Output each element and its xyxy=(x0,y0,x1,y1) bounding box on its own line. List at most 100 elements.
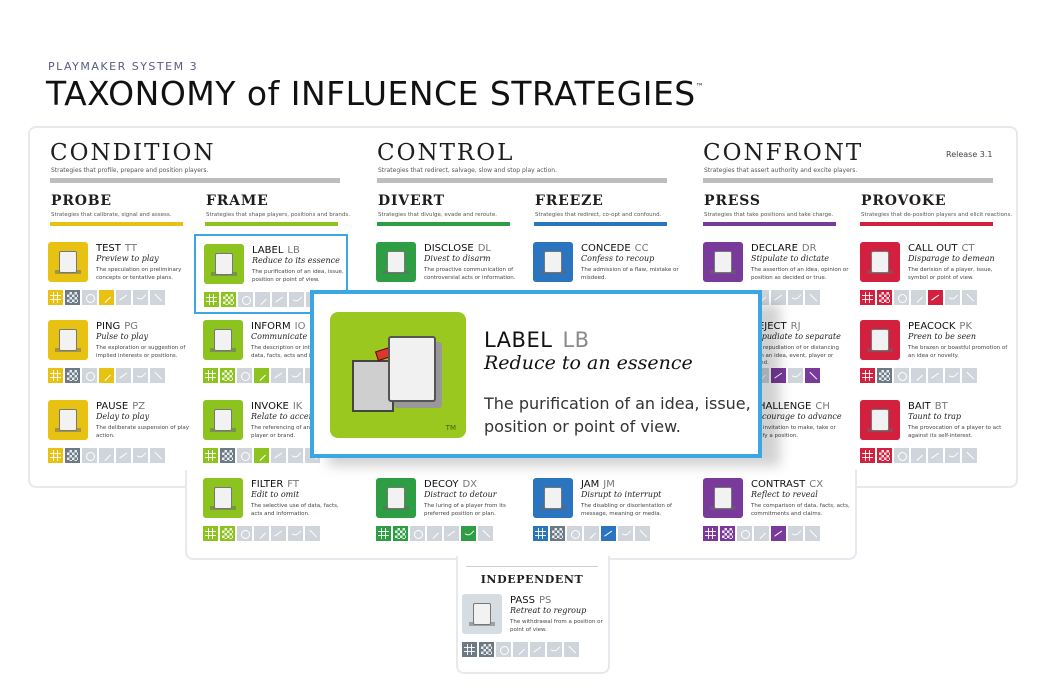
checker-icon xyxy=(65,448,80,463)
trademark: ™ xyxy=(695,82,705,91)
loop-icon xyxy=(911,290,926,305)
card-name: DISCLOSE xyxy=(424,243,474,254)
strategy-card-bait[interactable]: BAIT BT Taunt to trap The provocation of … xyxy=(860,400,1010,470)
card-name: PEACOCK xyxy=(908,321,956,332)
check-icon xyxy=(133,368,148,383)
card-tagline: Preview to play xyxy=(96,254,159,263)
tool-strip xyxy=(860,448,977,463)
strategy-card-ping[interactable]: PING PG Pulse to play The exploration or … xyxy=(48,320,198,390)
grid-icon xyxy=(204,292,219,307)
strategy-card-disclose[interactable]: DISCLOSE DL Divest to disarm The proactiv… xyxy=(376,242,526,312)
strategy-card-pause[interactable]: PAUSE PZ Delay to play The deliberate sus… xyxy=(48,400,198,470)
pause-icon xyxy=(48,400,88,440)
strategy-card-concede[interactable]: CONCEDE CC Confess to recoup The admissio… xyxy=(533,242,683,312)
strategy-card-decoy[interactable]: DECOY DX Distract to detour The luring of… xyxy=(376,478,526,548)
filter-icon xyxy=(203,478,243,518)
hand-icon xyxy=(237,526,252,541)
group-divert: DIVERT xyxy=(378,193,445,209)
group-probe-desc: Strategies that calibrate, signal and as… xyxy=(51,212,172,218)
strategy-card-label-selected[interactable]: LABEL LB Reduce to its essence The purifi… xyxy=(194,234,348,314)
slash-icon xyxy=(116,368,131,383)
strategy-card-peacock[interactable]: PEACOCK PK Preen to be seen The brazen or… xyxy=(860,320,1010,390)
checker-icon xyxy=(877,368,892,383)
card-description: The description or interpretation of dat… xyxy=(251,345,348,359)
contrast-icon xyxy=(703,478,743,518)
card-description: The exploration or suggestion of implied… xyxy=(96,345,186,359)
loop-icon xyxy=(584,526,599,541)
category-bar xyxy=(377,178,667,183)
check-icon xyxy=(945,290,960,305)
category-control-desc: Strategies that redirect, salvage, slow … xyxy=(378,167,557,174)
strategy-detail-popup[interactable]: TM LABEL LB Reduce to an essence The puri… xyxy=(310,290,762,458)
slash-icon xyxy=(272,292,287,307)
bait-icon xyxy=(860,400,900,440)
independent-divider xyxy=(466,566,598,567)
card-code: DR xyxy=(801,243,817,254)
checker-icon xyxy=(220,448,235,463)
cross-icon xyxy=(305,526,320,541)
grid-icon xyxy=(48,368,63,383)
card-name: PING xyxy=(96,321,121,332)
card-tagline: Communicate to xyxy=(251,332,318,341)
card-code: RJ xyxy=(790,321,801,332)
grid-icon xyxy=(203,368,218,383)
hand-icon xyxy=(82,448,97,463)
checker-icon xyxy=(393,526,408,541)
card-code: JM xyxy=(603,479,615,490)
card-code: IK xyxy=(292,401,303,412)
card-code: CC xyxy=(634,243,649,254)
card-description: The proactive communication of controver… xyxy=(424,267,516,281)
strategy-card-jam[interactable]: JAM JM Disrupt to interrupt The disabling… xyxy=(533,478,683,548)
slash-icon xyxy=(601,526,616,541)
strategy-card-call-out[interactable]: CALL OUT CT Disparage to demean The deris… xyxy=(860,242,1010,312)
card-code: CT xyxy=(961,243,975,254)
popup-description: The purification of an idea, issue, posi… xyxy=(484,394,751,436)
test-icon xyxy=(48,242,88,282)
card-code: LB xyxy=(287,245,300,256)
card-code: IO xyxy=(294,321,306,332)
popup-title: LABEL LB xyxy=(484,328,590,352)
tool-strip xyxy=(203,526,320,541)
strategy-card-pass[interactable]: PASS PS Retreat to regroup The withdrawal… xyxy=(462,594,612,664)
tool-strip xyxy=(48,290,165,305)
slash-icon xyxy=(928,448,943,463)
strategy-card-filter[interactable]: FILTER FT Edit to omit The selective use … xyxy=(203,478,353,548)
cross-icon xyxy=(805,290,820,305)
category-bar xyxy=(703,178,993,183)
card-tagline: Preen to be seen xyxy=(908,332,977,341)
checker-icon xyxy=(65,368,80,383)
grid-icon xyxy=(860,290,875,305)
card-name: PAUSE xyxy=(96,401,129,412)
card-description: The luring of a player from its preferre… xyxy=(424,503,506,517)
group-probe: PROBE xyxy=(51,193,112,209)
group-freeze-desc: Strategies that redirect, co-opt and con… xyxy=(535,212,662,218)
check-icon xyxy=(618,526,633,541)
check-icon xyxy=(547,642,562,657)
label-icon xyxy=(204,244,244,284)
slash-icon xyxy=(116,448,131,463)
group-divert-bar xyxy=(377,222,510,226)
card-code: PS xyxy=(538,595,552,606)
grid-icon xyxy=(203,448,218,463)
slash-icon xyxy=(271,526,286,541)
group-freeze: FREEZE xyxy=(535,193,604,209)
card-description: The speculation on preliminary concepts … xyxy=(96,267,182,281)
card-tagline: Pulse to play xyxy=(96,332,149,341)
card-code: CH xyxy=(815,401,830,412)
strategy-card-invoke[interactable]: INVOKE IK Relate to accent The referencin… xyxy=(203,400,353,470)
check-icon xyxy=(788,290,803,305)
grid-icon xyxy=(860,368,875,383)
card-description: The admission of a flaw, mistake or misd… xyxy=(581,267,679,281)
inform-icon xyxy=(203,320,243,360)
grid-icon xyxy=(462,642,477,657)
category-confront-desc: Strategies that assert authority and exc… xyxy=(704,167,858,174)
strategy-card-contrast[interactable]: CONTRAST CX Reflect to reveal The compari… xyxy=(703,478,853,548)
tool-strip xyxy=(48,448,165,463)
card-tagline: Divest to disarm xyxy=(424,254,491,263)
check-icon xyxy=(945,368,960,383)
slash-icon xyxy=(771,290,786,305)
loop-icon xyxy=(911,448,926,463)
strategy-card-test[interactable]: TEST TT Preview to play The speculation o… xyxy=(48,242,198,312)
card-name: CONTRAST xyxy=(751,479,806,490)
strategy-card-inform[interactable]: INFORM IO Communicate to The description … xyxy=(203,320,353,390)
